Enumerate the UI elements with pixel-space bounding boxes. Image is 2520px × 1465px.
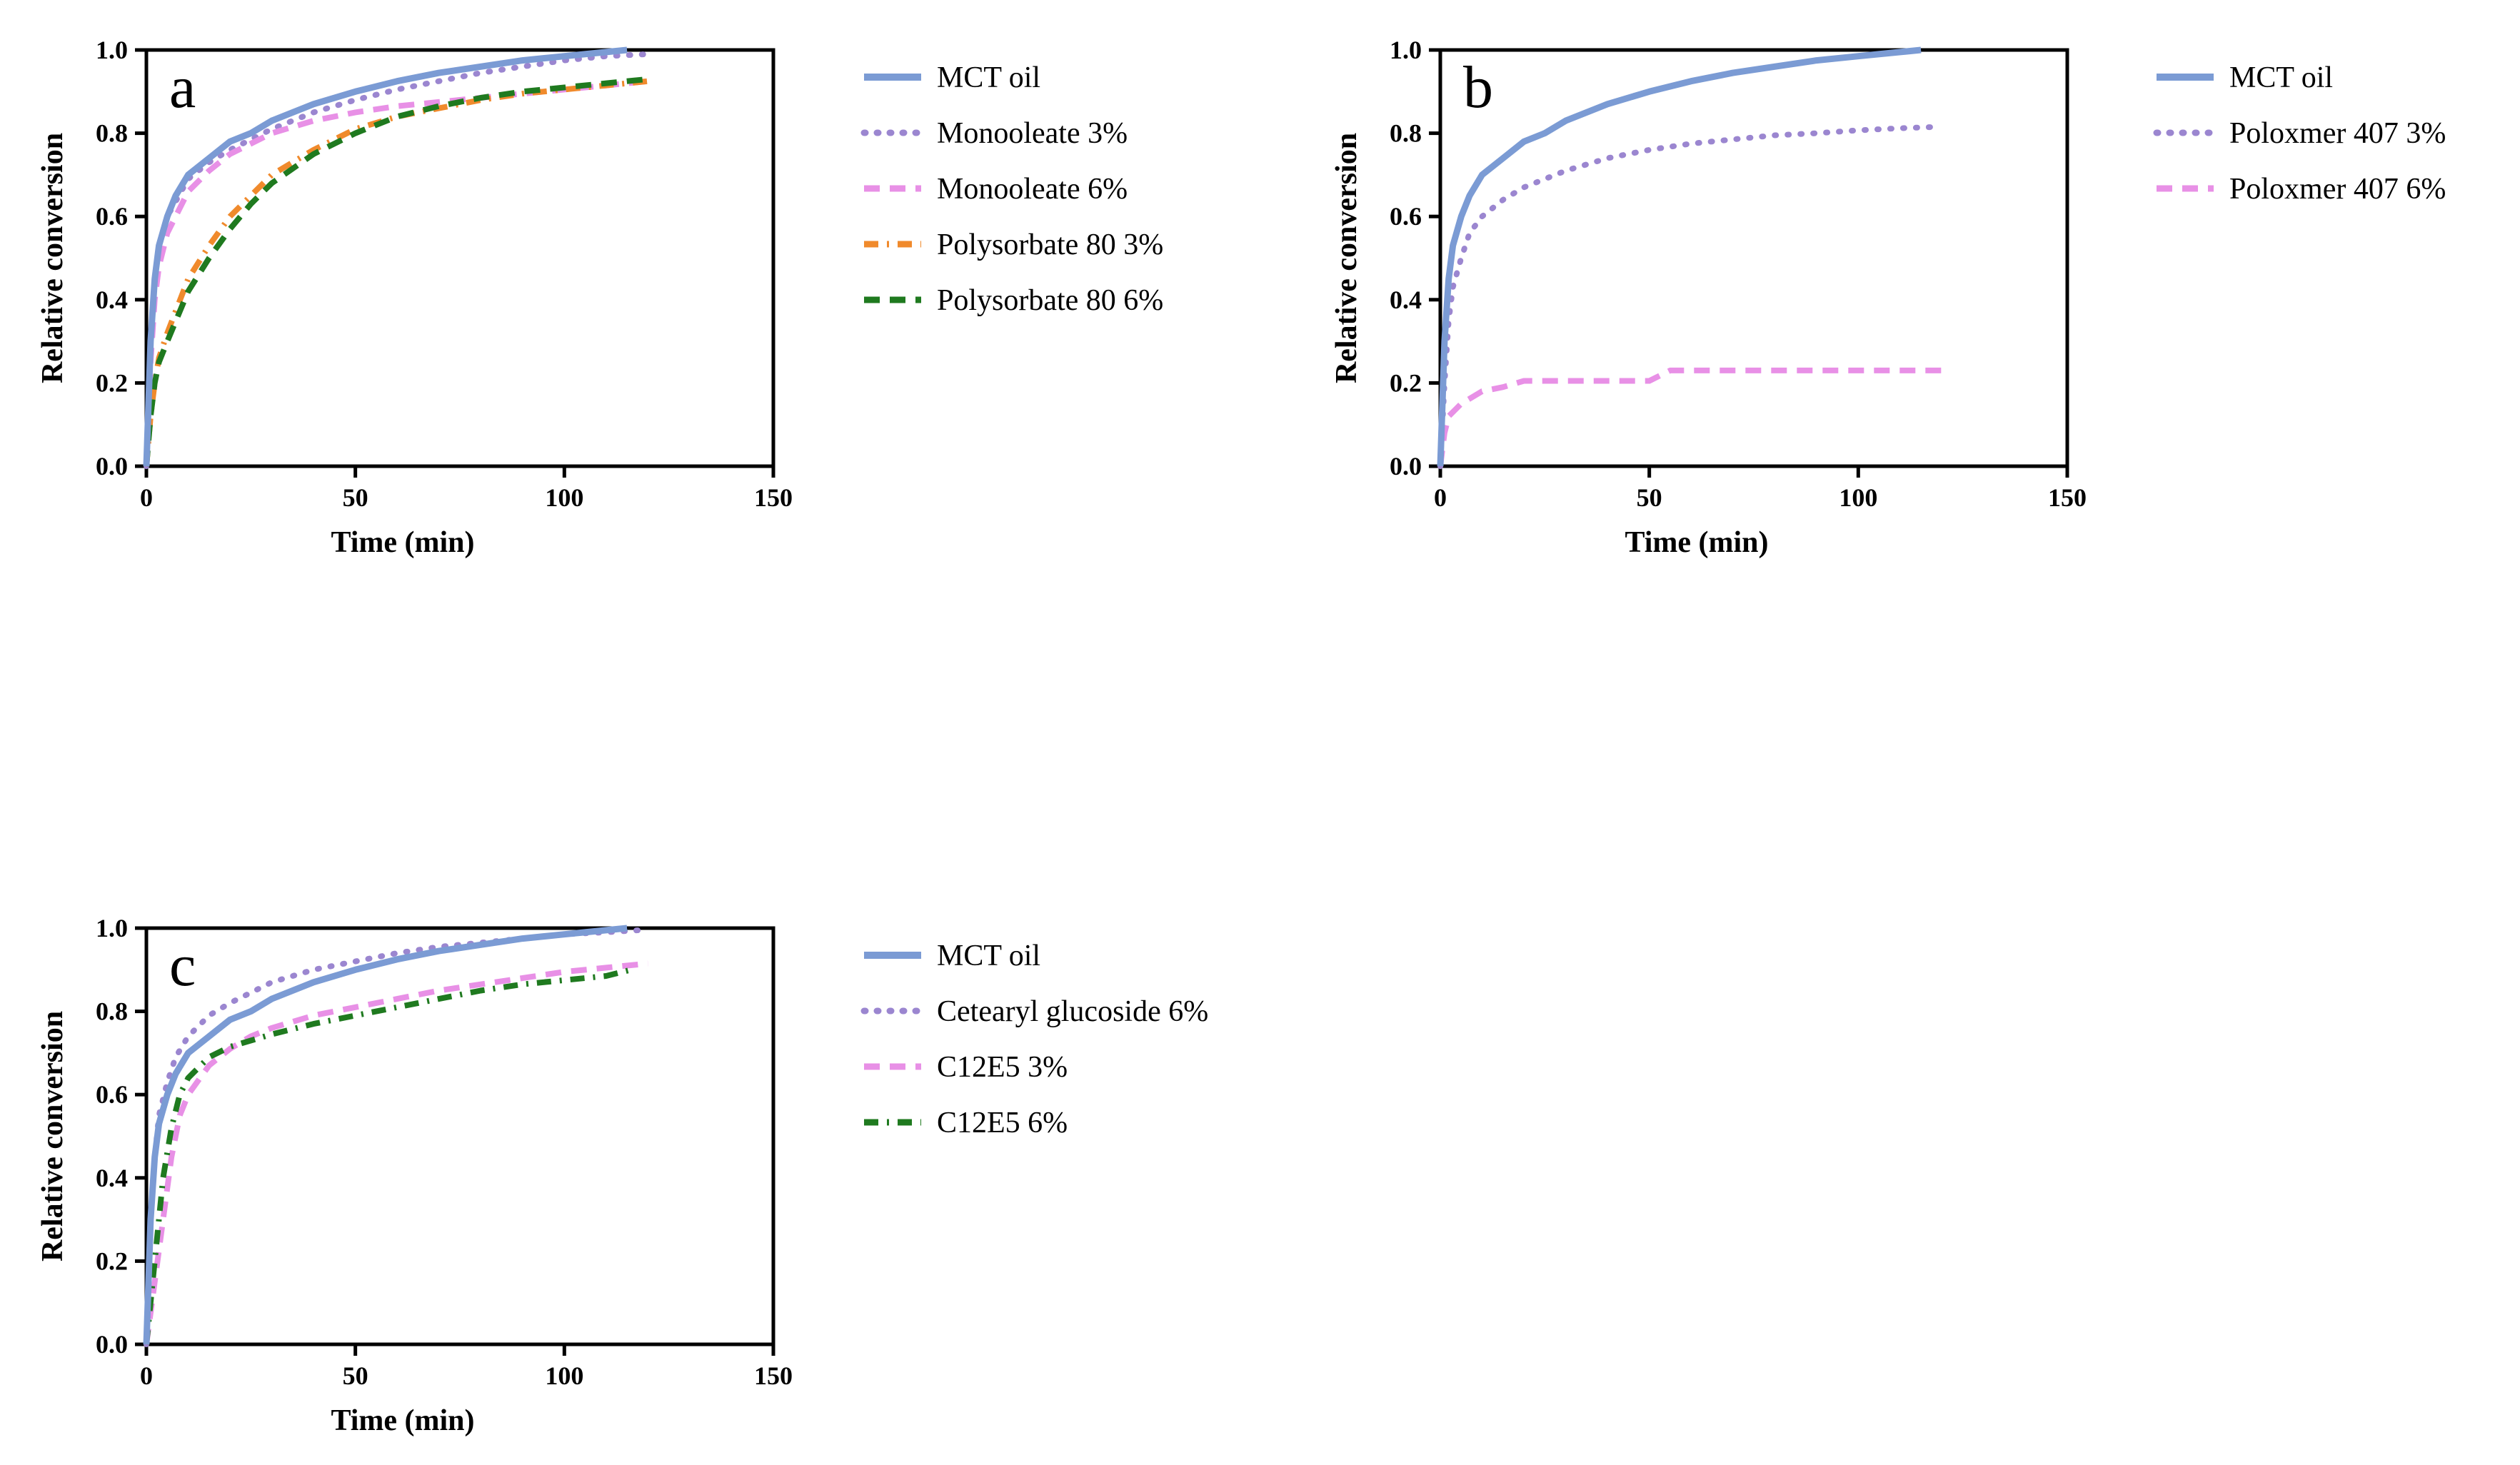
x-tick-label: 50	[343, 1361, 368, 1390]
legend-label: MCT oil	[2229, 61, 2333, 94]
y-tick-label: 0.4	[96, 1164, 128, 1192]
y-tick-label: 0.2	[1390, 368, 1422, 397]
y-tick-label: 0.8	[1390, 119, 1422, 148]
y-axis-title: Relative conversion	[1330, 133, 1363, 383]
x-axis-title: Time (min)	[331, 526, 474, 559]
legend-label: Cetearyl glucoside 6%	[937, 995, 1208, 1028]
y-tick-label: 0.2	[96, 1247, 128, 1275]
y-tick-label: 0.6	[1390, 202, 1422, 231]
series-line-mct-oil	[143, 925, 628, 1345]
legend-label: C12E5 3%	[937, 1051, 1068, 1084]
y-tick-label: 0.0	[96, 1330, 128, 1359]
x-tick-label: 50	[1637, 483, 1662, 512]
legend-label: Polysorbate 80 3%	[937, 228, 1163, 261]
series-line-poloxmer-407-3-	[1437, 124, 1937, 469]
legend-label: MCT oil	[937, 940, 1040, 972]
y-tick-label: 1.0	[1390, 36, 1422, 64]
legend-label: Poloxmer 407 6%	[2229, 173, 2446, 206]
y-tick-label: 0.0	[1390, 452, 1422, 480]
plot-frame	[144, 48, 775, 468]
series-line-polysorbate-80-3-	[144, 78, 648, 467]
y-tick-label: 0.8	[96, 119, 128, 148]
x-axis-title: Time (min)	[1625, 526, 1768, 559]
legend-label: MCT oil	[937, 61, 1040, 94]
x-tick-label: 0	[140, 1361, 153, 1390]
panel-label: c	[169, 932, 196, 999]
y-tick-label: 0.2	[96, 368, 128, 397]
y-tick-label: 0.0	[96, 452, 128, 480]
y-tick-label: 0.6	[96, 202, 128, 231]
chart-panel-b: 0 50 100 150 0.0 0.2 0.4 0.6 0.8 1.0 Time (min) Rel…	[1330, 36, 2446, 559]
chart-panel-c: 0 50 100 150 0.0 0.2 0.4 0.6 0.8 1.0 Time (min) Rel…	[36, 914, 1208, 1437]
y-tick-label: 1.0	[96, 914, 128, 942]
x-tick-label: 100	[545, 483, 583, 512]
y-tick-label: 0.4	[96, 286, 128, 314]
legend-label: Monooleate 3%	[937, 117, 1128, 150]
legend-label: Monooleate 6%	[937, 173, 1128, 206]
y-tick-label: 1.0	[96, 36, 128, 64]
x-tick-label: 0	[140, 483, 153, 512]
legend-label: Poloxmer 407 3%	[2229, 117, 2446, 150]
series-line-c12e5-3-	[144, 960, 648, 1345]
series-line-mct-oil	[1437, 46, 1922, 467]
series-line-poloxmer-407-6-	[1437, 367, 1942, 467]
plot-frame	[1438, 48, 2069, 468]
x-tick-label: 150	[754, 483, 793, 512]
panel-label: b	[1463, 54, 1493, 121]
x-tick-label: 50	[343, 483, 368, 512]
series-line-monooleate-3-	[144, 51, 651, 469]
y-tick-label: 0.8	[96, 997, 128, 1026]
x-tick-label: 0	[1434, 483, 1447, 512]
x-tick-label: 150	[2048, 483, 2087, 512]
y-axis-title: Relative conversion	[36, 1011, 69, 1262]
x-tick-label: 100	[545, 1361, 583, 1390]
x-tick-label: 150	[754, 1361, 793, 1390]
legend-label: C12E5 6%	[937, 1107, 1068, 1139]
chart-panel-a: 0 50 100 150 0.0 0.2 0.4 0.6 0.8 1.0 Time (min) Rel…	[36, 36, 1163, 559]
x-axis-title: Time (min)	[331, 1404, 474, 1437]
series-line-mct-oil	[143, 46, 628, 467]
plot-frame	[144, 926, 775, 1346]
y-axis-title: Relative conversion	[36, 133, 69, 383]
y-tick-label: 0.4	[1390, 286, 1422, 314]
y-tick-label: 0.6	[96, 1080, 128, 1109]
series-line-polysorbate-80-6-	[144, 76, 648, 467]
legend-label: Polysorbate 80 6%	[937, 284, 1163, 317]
panel-label: a	[169, 54, 196, 121]
series-line-monooleate-6-	[144, 78, 648, 467]
x-tick-label: 100	[1839, 483, 1877, 512]
series-line-c12e5-6-	[144, 967, 632, 1345]
series-line-cetearyl-glucoside-6-	[144, 927, 643, 1347]
